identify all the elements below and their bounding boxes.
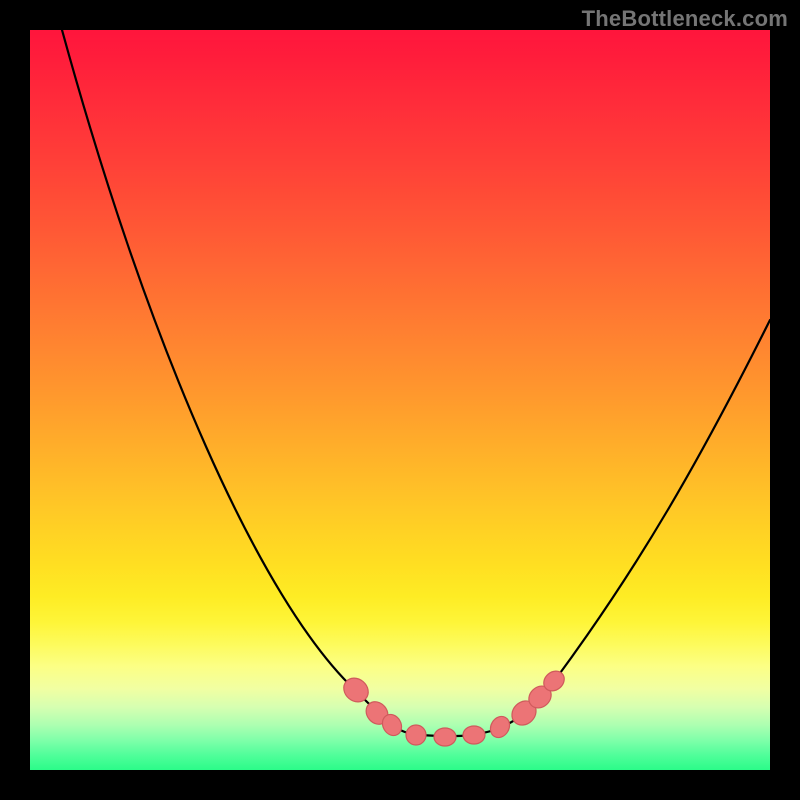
chart-frame: TheBottleneck.com <box>0 0 800 800</box>
curve-marker <box>406 725 426 745</box>
watermark-text: TheBottleneck.com <box>582 6 788 32</box>
curve-marker <box>434 728 456 746</box>
curve-marker <box>463 726 485 744</box>
bottleneck-chart <box>0 0 800 800</box>
plot-area <box>30 30 770 770</box>
